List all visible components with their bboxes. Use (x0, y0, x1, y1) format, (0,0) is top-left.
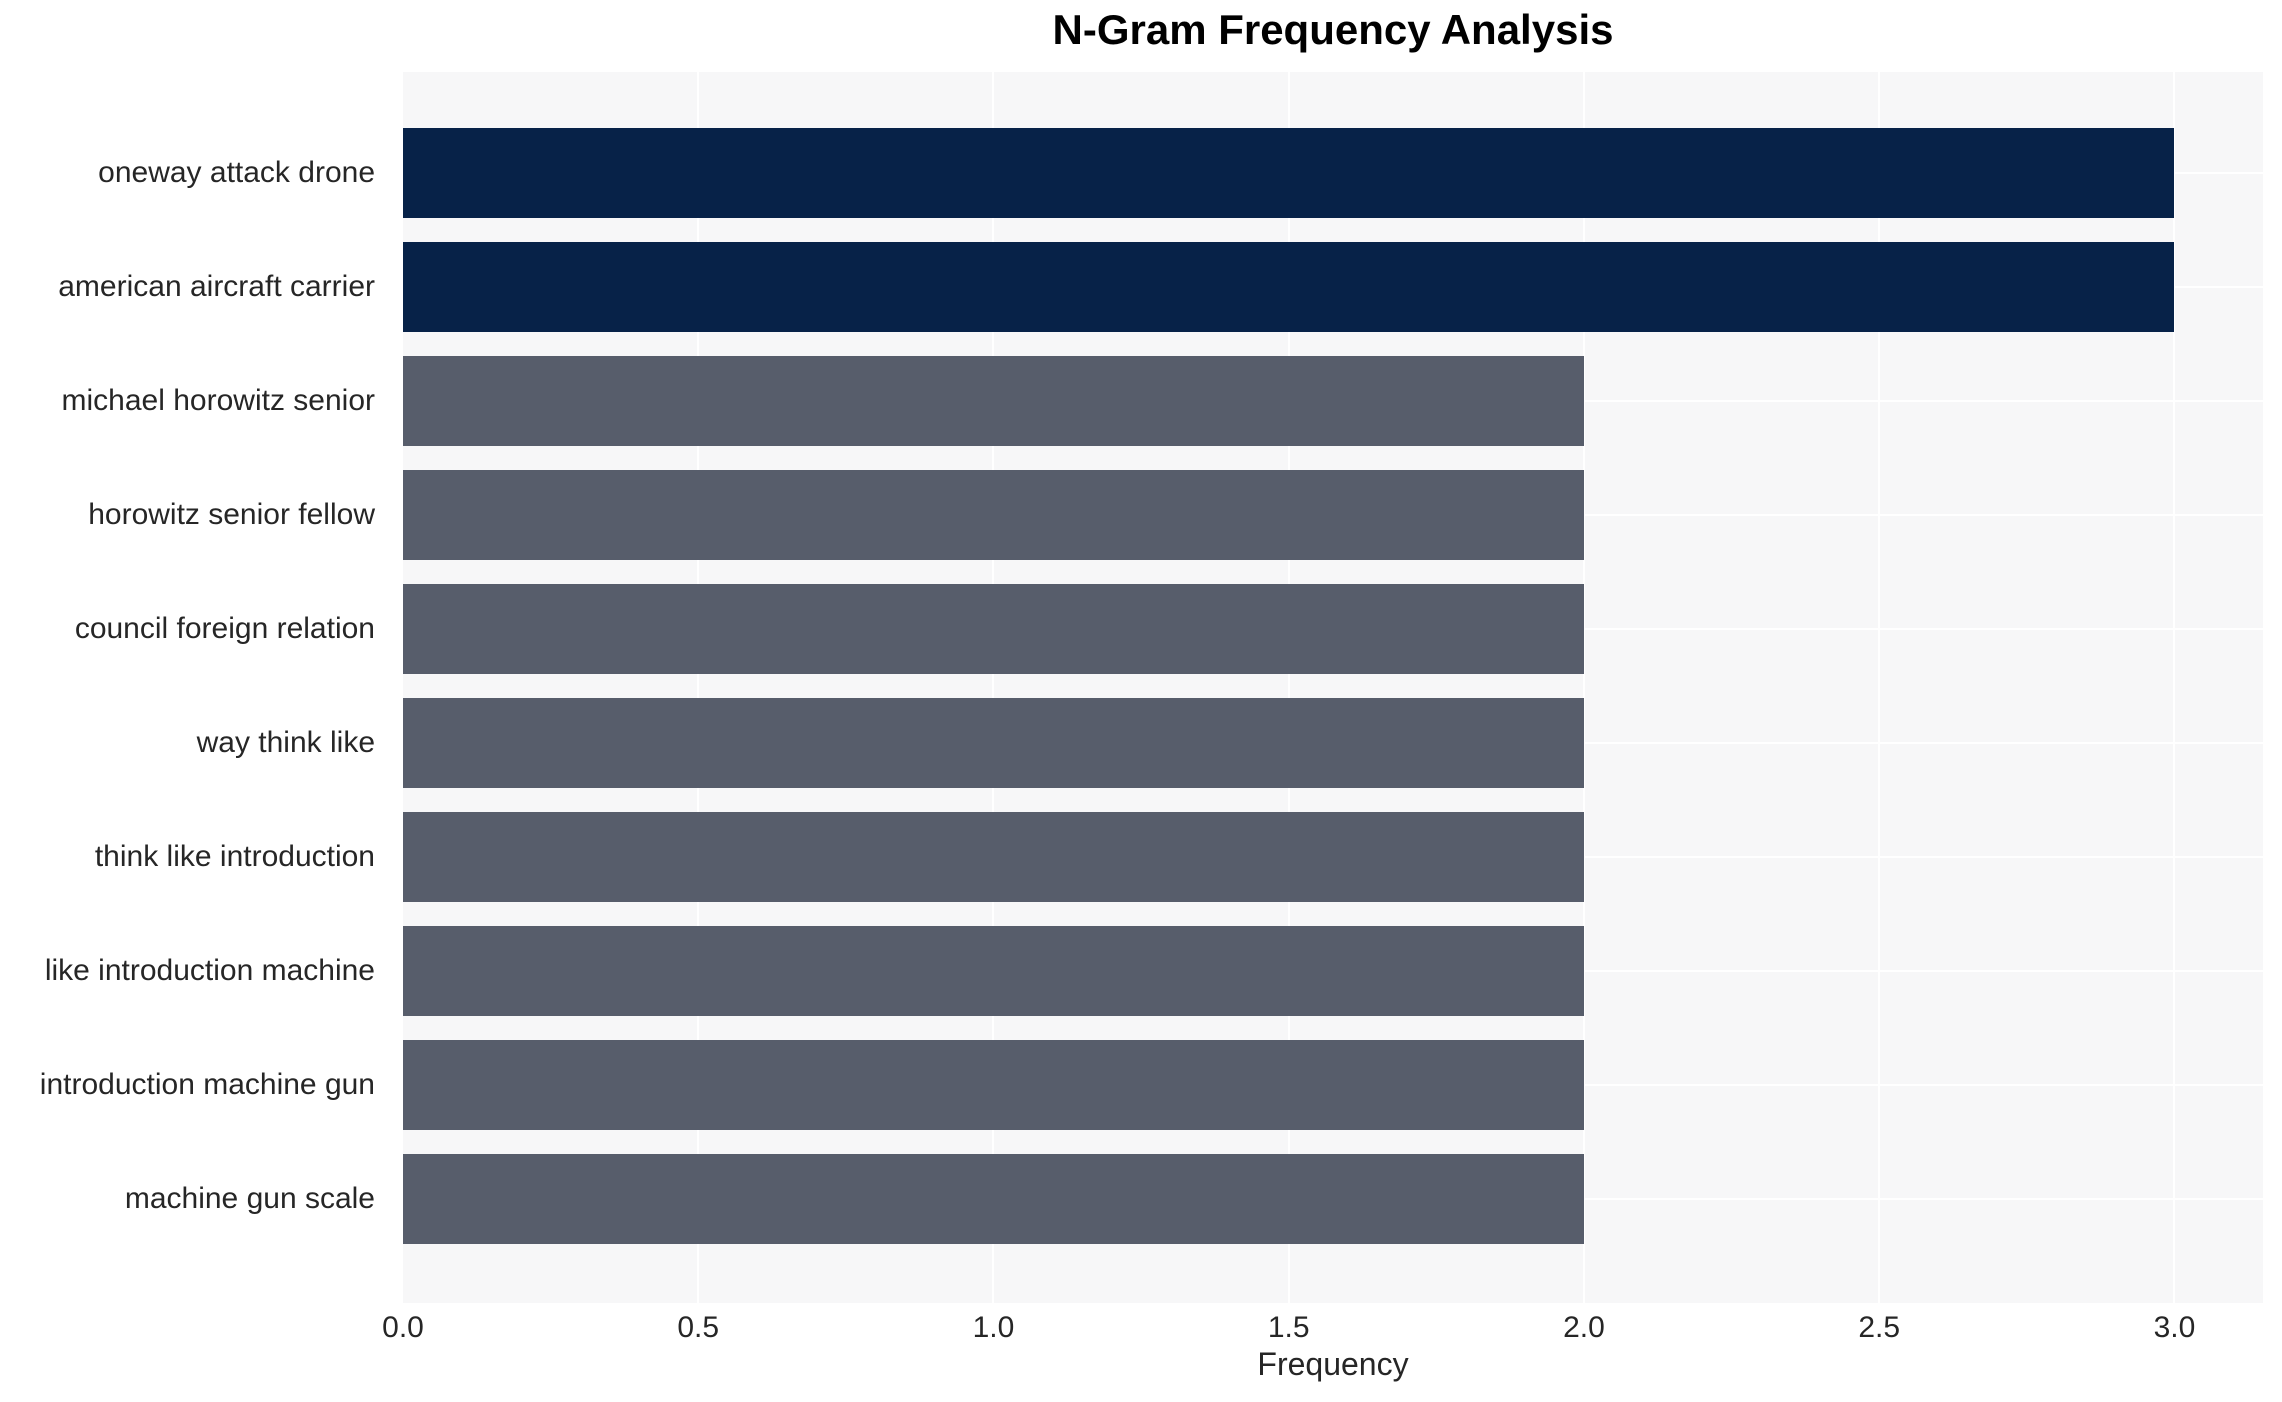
y-tick-label: council foreign relation (74, 612, 375, 645)
bar (403, 812, 1584, 902)
y-axis-labels: oneway attack drone american aircraft car… (0, 72, 389, 1303)
y-tick-label: american aircraft carrier (58, 270, 375, 303)
bar (403, 584, 1584, 674)
y-tick-label: machine gun scale (124, 1182, 375, 1215)
x-axis-title: Frequency (1257, 1346, 1409, 1382)
bar (403, 698, 1584, 788)
y-tick-label: horowitz senior fellow (88, 498, 375, 531)
gridline-vertical (1287, 72, 1290, 1303)
y-tick-label: way think like (196, 726, 375, 759)
x-tick-label: 1.5 (1267, 1311, 1310, 1344)
x-tick-label: 2.0 (1563, 1311, 1605, 1344)
bar (403, 242, 2175, 332)
gridline-vertical (2173, 72, 2176, 1303)
x-tick-label: 2.5 (1858, 1311, 1901, 1344)
y-tick-label: like introduction machine (44, 954, 375, 987)
bar (403, 356, 1584, 446)
gridline-vertical (1878, 72, 1881, 1303)
gridline-vertical (697, 72, 700, 1303)
x-tick-label: 3.0 (2153, 1311, 2196, 1344)
plot-area (403, 72, 2263, 1303)
bar (403, 470, 1584, 560)
y-tick-label: michael horowitz senior (61, 384, 375, 417)
y-tick-label: think like introduction (94, 840, 375, 873)
x-tick-label: 1.0 (972, 1311, 1015, 1344)
x-axis-ticks: 0.0 0.5 1.0 1.5 2.0 2.5 3.0 (382, 1311, 2263, 1347)
y-tick-label: introduction machine gun (39, 1068, 375, 1101)
chart-title: N-Gram Frequency Analysis (1052, 6, 1614, 53)
gridline-vertical (1582, 72, 1585, 1303)
bar (403, 1154, 1584, 1244)
bar (403, 926, 1584, 1016)
x-tick-label: 0.0 (382, 1311, 424, 1344)
bar (403, 1040, 1584, 1130)
y-tick-label: oneway attack drone (98, 156, 375, 189)
bar (403, 128, 2175, 218)
gridline-vertical (992, 72, 995, 1303)
x-tick-label: 0.5 (677, 1311, 720, 1344)
